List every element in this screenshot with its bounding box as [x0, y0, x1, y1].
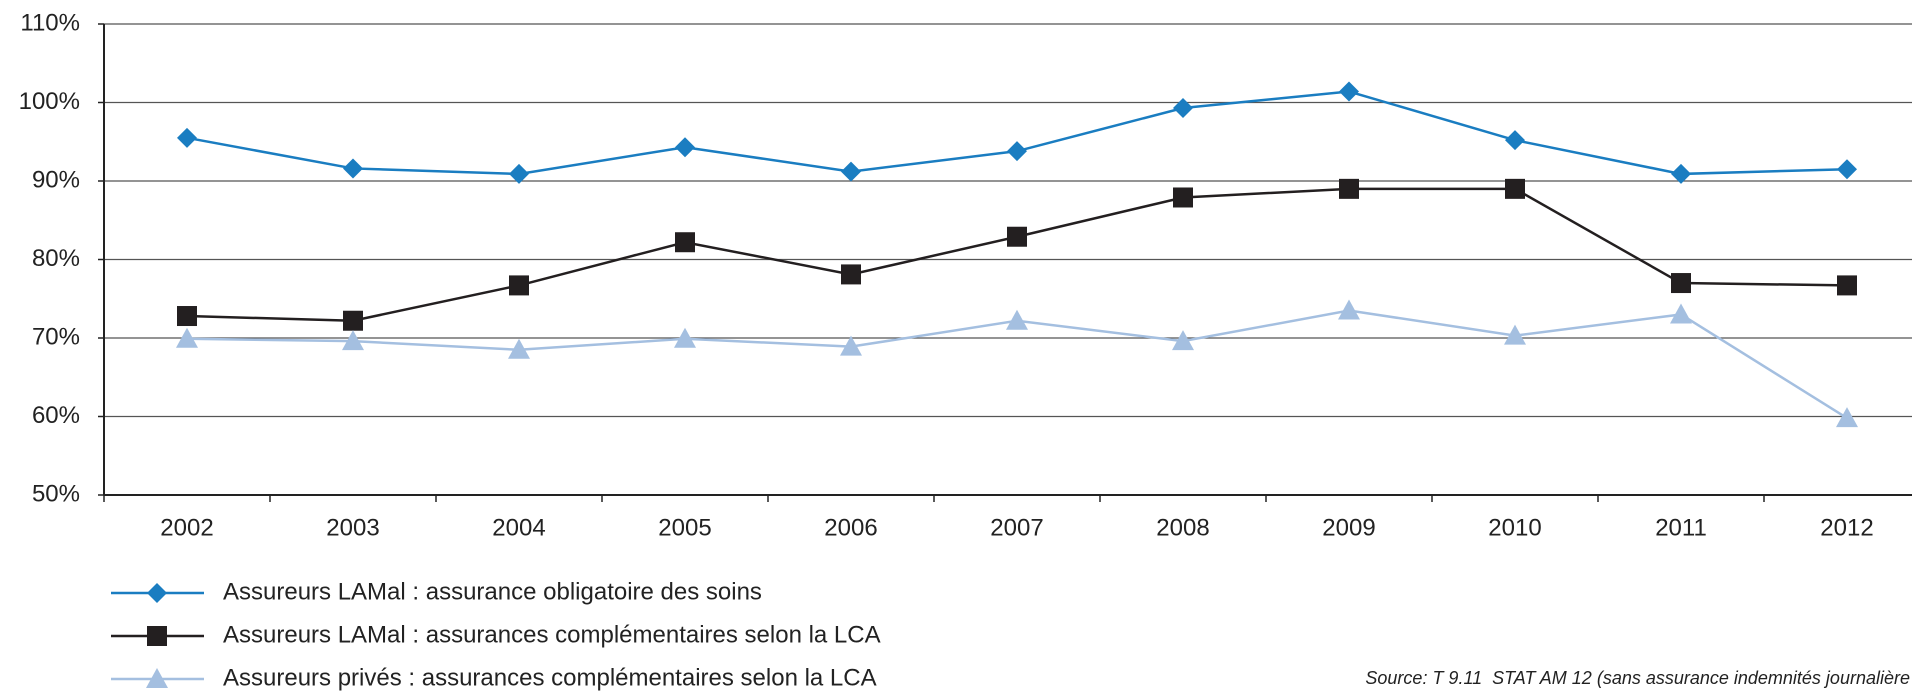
data-point [1006, 309, 1028, 330]
data-point [675, 137, 695, 158]
data-point [1173, 187, 1193, 208]
y-tick-label: 80% [32, 245, 80, 272]
data-point [1339, 81, 1359, 102]
x-tick-label: 2006 [824, 514, 877, 541]
data-point [1173, 97, 1193, 118]
x-tick-label: 2007 [990, 514, 1043, 541]
legend-label: Assureurs LAMal : assurance obligatoire … [223, 578, 762, 605]
data-point [1339, 178, 1359, 199]
data-point [343, 158, 363, 179]
data-point [342, 330, 364, 351]
x-tick-label: 2008 [1156, 514, 1209, 541]
legend-label: Assureurs LAMal : assurances complémenta… [223, 621, 881, 648]
source-note: Source: T 9.11 STAT AM 12 (sans assuranc… [1365, 668, 1910, 688]
x-tick-label: 2003 [326, 514, 379, 541]
data-point [1007, 226, 1027, 247]
x-tick-label: 2002 [160, 514, 213, 541]
data-point [674, 327, 696, 348]
data-point [1172, 330, 1194, 351]
y-tick-label: 90% [32, 166, 80, 193]
data-point [1836, 407, 1858, 428]
x-tick-label: 2005 [658, 514, 711, 541]
legend-label: Assureurs privés : assurances complément… [223, 664, 877, 691]
data-point [1670, 303, 1692, 324]
y-tick-label: 70% [32, 323, 80, 350]
data-point [1007, 141, 1027, 162]
y-tick-label: 50% [32, 480, 80, 507]
x-tick-label: 2009 [1322, 514, 1375, 541]
data-point [1338, 299, 1360, 320]
x-tick-label: 2011 [1655, 514, 1707, 541]
data-point [1837, 275, 1857, 296]
y-tick-label: 60% [32, 402, 80, 429]
x-tick-label: 2012 [1820, 514, 1873, 541]
y-tick-label: 110% [20, 9, 80, 36]
data-point [176, 327, 198, 348]
data-point [177, 127, 197, 148]
data-point [840, 335, 862, 356]
data-point [841, 161, 861, 182]
data-point [177, 306, 197, 327]
x-tick-label: 2010 [1488, 514, 1541, 541]
data-point [1504, 324, 1526, 345]
series-line [186, 187, 1848, 322]
legend-marker [147, 626, 167, 646]
y-tick-label: 100% [19, 88, 80, 115]
data-point [508, 338, 530, 359]
data-point [1505, 130, 1525, 151]
data-point [1671, 163, 1691, 184]
series-line [186, 90, 1848, 176]
data-point [509, 163, 529, 184]
data-point [1505, 178, 1525, 199]
data-point [509, 275, 529, 296]
legend-marker [146, 668, 168, 688]
data-point [1837, 159, 1857, 180]
data-point [1671, 273, 1691, 294]
data-point [841, 264, 861, 285]
x-tick-label: 2004 [492, 514, 545, 541]
data-point [675, 232, 695, 253]
legend-marker [147, 583, 167, 603]
data-point [343, 310, 363, 331]
